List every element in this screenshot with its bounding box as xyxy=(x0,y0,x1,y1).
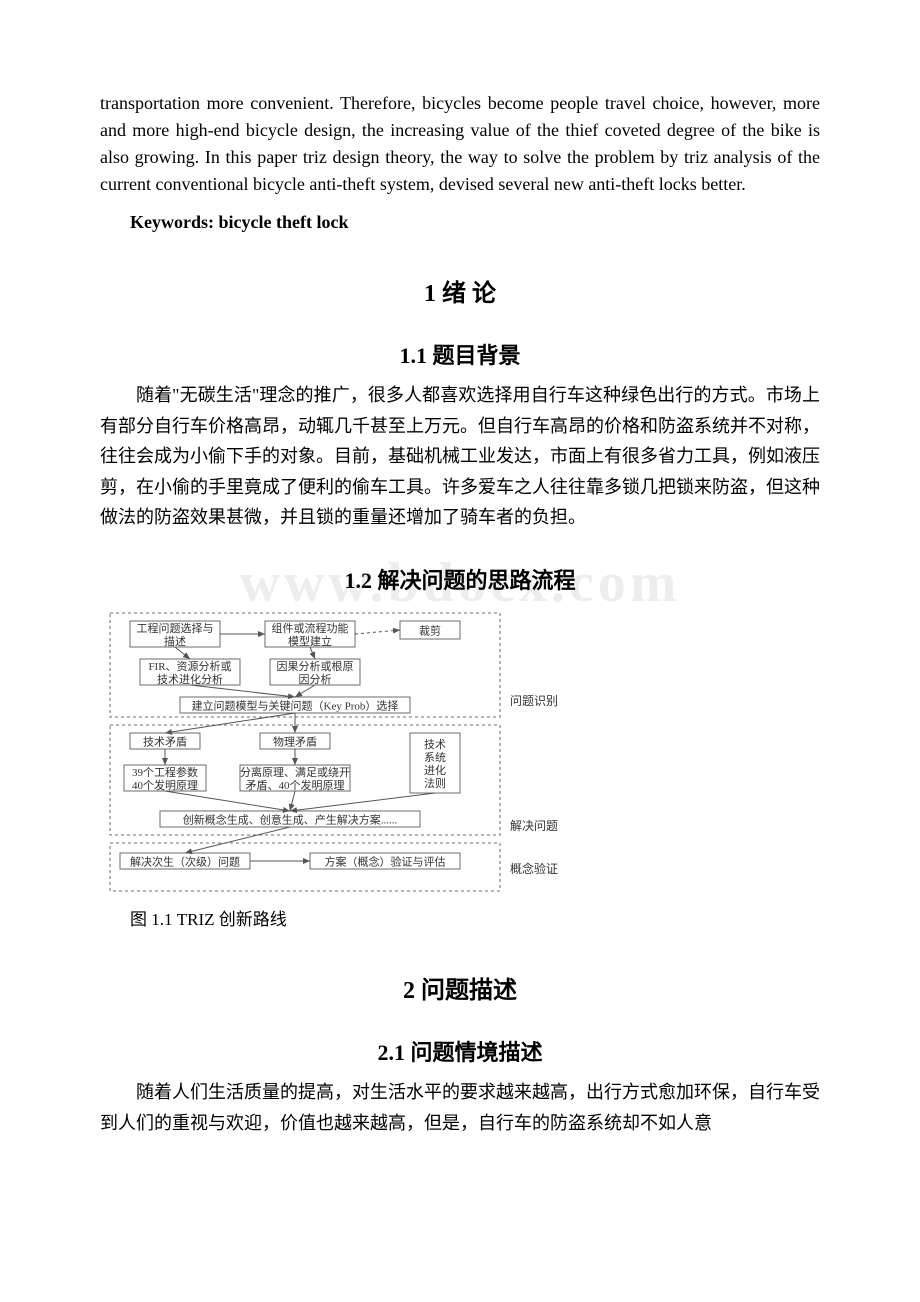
figure-caption: 图 1.1 TRIZ 创新路线 xyxy=(130,905,820,930)
svg-text:方案（概念）验证与评估: 方案（概念）验证与评估 xyxy=(325,854,446,868)
svg-text:解决问题: 解决问题 xyxy=(510,819,558,833)
svg-text:分离原理、满足或绕开: 分离原理、满足或绕开 xyxy=(240,765,350,779)
svg-text:因果分析或根原: 因果分析或根原 xyxy=(277,659,354,673)
svg-text:矛盾、40个发明原理: 矛盾、40个发明原理 xyxy=(246,778,345,792)
flowchart-svg: 问题识别解决问题概念验证 工程问题选择与描述 组件或流程功能模型建立 裁剪 FIR、资源… xyxy=(100,605,580,895)
svg-text:39个工程参数: 39个工程参数 xyxy=(132,765,198,779)
svg-text:组件或流程功能: 组件或流程功能 xyxy=(272,621,349,635)
svg-text:技术: 技术 xyxy=(424,738,446,751)
svg-text:工程问题选择与: 工程问题选择与 xyxy=(137,621,214,635)
svg-text:技术矛盾: 技术矛盾 xyxy=(143,735,187,748)
svg-text:物理矛盾: 物理矛盾 xyxy=(273,734,317,748)
svg-text:描述: 描述 xyxy=(164,634,186,648)
svg-text:裁剪: 裁剪 xyxy=(419,623,441,637)
svg-text:进化: 进化 xyxy=(424,763,446,777)
abstract-tail-paragraph: transportation more convenient. Therefor… xyxy=(100,90,820,198)
svg-text:建立问题模型与关键问题（Key Prob）选择: 建立问题模型与关键问题（Key Prob）选择 xyxy=(192,698,399,712)
section-1-1-heading: 1.1 题目背景 xyxy=(100,338,820,370)
svg-text:FIR、资源分析或: FIR、资源分析或 xyxy=(148,659,231,673)
svg-text:技术进化分析: 技术进化分析 xyxy=(157,672,223,686)
svg-text:创新概念生成、创意生成、产生解决方案......: 创新概念生成、创意生成、产生解决方案...... xyxy=(183,812,398,826)
svg-text:因分析: 因分析 xyxy=(299,672,332,686)
section-2-heading: 2 问题描述 xyxy=(100,970,820,1005)
svg-text:模型建立: 模型建立 xyxy=(288,634,332,648)
svg-text:问题识别: 问题识别 xyxy=(510,694,558,708)
svg-text:解决次生（次级）问题: 解决次生（次级）问题 xyxy=(130,854,240,868)
svg-text:系统: 系统 xyxy=(424,751,446,764)
keywords-line: Keywords: bicycle theft lock xyxy=(130,212,820,233)
situation-paragraph: 随着人们生活质量的提高，对生活水平的要求越来越高，出行方式愈加环保，自行车受到人… xyxy=(100,1077,820,1138)
section-2-1-heading: 2.1 问题情境描述 xyxy=(100,1035,820,1067)
svg-text:概念验证: 概念验证 xyxy=(510,861,558,876)
section-1-heading: 1 绪 论 xyxy=(100,273,820,308)
section-1-2-heading: 1.2 解决问题的思路流程 xyxy=(100,563,820,595)
triz-flowchart: 问题识别解决问题概念验证 工程问题选择与描述 组件或流程功能模型建立 裁剪 FIR、资源… xyxy=(100,605,820,895)
svg-text:法则: 法则 xyxy=(424,776,446,790)
background-paragraph: 随着"无碳生活"理念的推广，很多人都喜欢选择用自行车这种绿色出行的方式。市场上有… xyxy=(100,380,820,533)
document-page: transportation more convenient. Therefor… xyxy=(0,0,920,1212)
svg-text:40个发明原理: 40个发明原理 xyxy=(132,778,198,792)
